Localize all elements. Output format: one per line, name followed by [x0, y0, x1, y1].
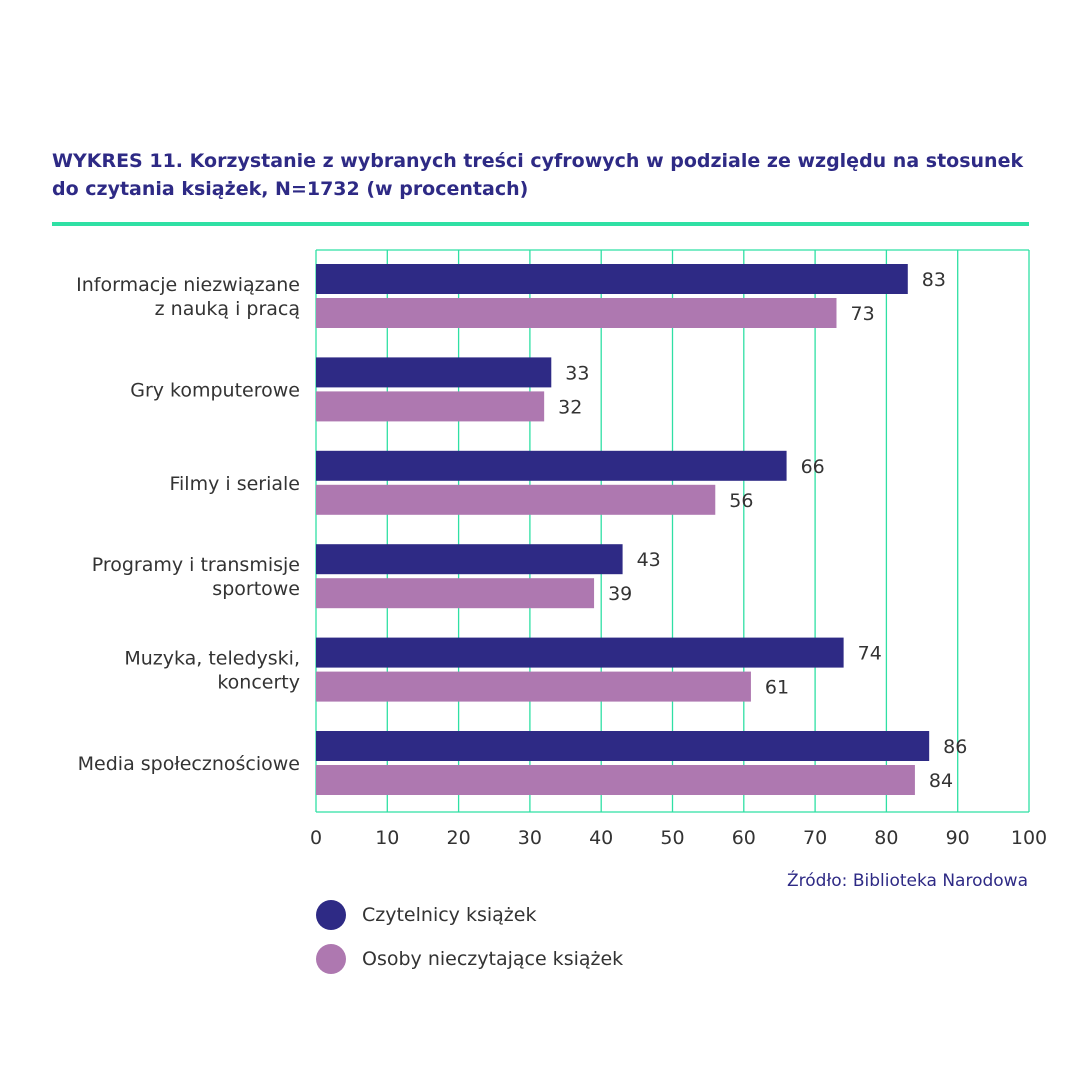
x-tick-label: 80 — [874, 827, 898, 849]
bar-value-label: 56 — [729, 490, 753, 512]
category-label: koncerty — [217, 672, 300, 694]
legend-swatch-non-readers — [316, 944, 346, 974]
bar — [316, 731, 930, 761]
x-tick-label: 70 — [803, 827, 827, 849]
category-label: Informacje niezwiązane — [76, 274, 300, 296]
bar — [316, 357, 552, 388]
x-tick-label: 100 — [1011, 827, 1047, 849]
bar-value-label: 33 — [565, 362, 589, 384]
legend-item-non-readers: Osoby nieczytające książek — [316, 937, 623, 981]
bar-value-label: 32 — [558, 396, 582, 418]
legend-label-non-readers: Osoby nieczytające książek — [362, 948, 624, 970]
bar — [316, 637, 844, 668]
bar — [316, 671, 751, 702]
x-tick-label: 0 — [310, 827, 322, 849]
x-tick-label: 60 — [732, 827, 756, 849]
x-tick-label: 20 — [447, 827, 471, 849]
category-label: Programy i transmisje — [92, 554, 300, 576]
x-tick-label: 30 — [518, 827, 542, 849]
category-label: Gry komputerowe — [130, 379, 300, 401]
bar — [316, 578, 595, 609]
chart-title: WYKRES 11. Korzystanie z wybranych treśc… — [52, 150, 1024, 200]
bar-value-label: 73 — [850, 303, 874, 325]
legend-item-readers: Czytelnicy książek — [316, 893, 623, 937]
bar-value-label: 74 — [858, 643, 882, 665]
bar — [316, 484, 716, 515]
x-tick-label: 10 — [375, 827, 399, 849]
bar — [316, 765, 915, 795]
category-label: Muzyka, teledyski, — [124, 648, 300, 670]
bar-value-label: 66 — [801, 456, 825, 478]
bar-value-label: 83 — [922, 269, 946, 291]
category-label: Media społecznościowe — [78, 753, 300, 775]
category-label: Filmy i seriale — [169, 473, 300, 495]
legend-swatch-readers — [316, 900, 346, 930]
x-tick-label: 40 — [589, 827, 613, 849]
x-tick-label: 90 — [946, 827, 970, 849]
bar — [316, 544, 623, 575]
chart-legend: Czytelnicy książek Osoby nieczytające ks… — [316, 893, 623, 981]
title-divider — [52, 222, 1029, 226]
x-tick-label: 50 — [660, 827, 684, 849]
category-label: z nauką i pracą — [155, 298, 300, 320]
bar-value-label: 84 — [929, 770, 953, 792]
bar — [316, 391, 545, 422]
bar-value-label: 43 — [637, 549, 661, 571]
bar-value-label: 86 — [943, 736, 967, 758]
bar — [316, 450, 787, 481]
bar-value-label: 61 — [765, 677, 789, 699]
bar — [316, 298, 837, 328]
bar-value-label: 39 — [608, 583, 632, 605]
bar — [316, 264, 908, 294]
source-note: Źródło: Biblioteka Narodowa — [787, 871, 1028, 891]
category-label: sportowe — [212, 578, 300, 600]
legend-label-readers: Czytelnicy książek — [362, 904, 537, 926]
